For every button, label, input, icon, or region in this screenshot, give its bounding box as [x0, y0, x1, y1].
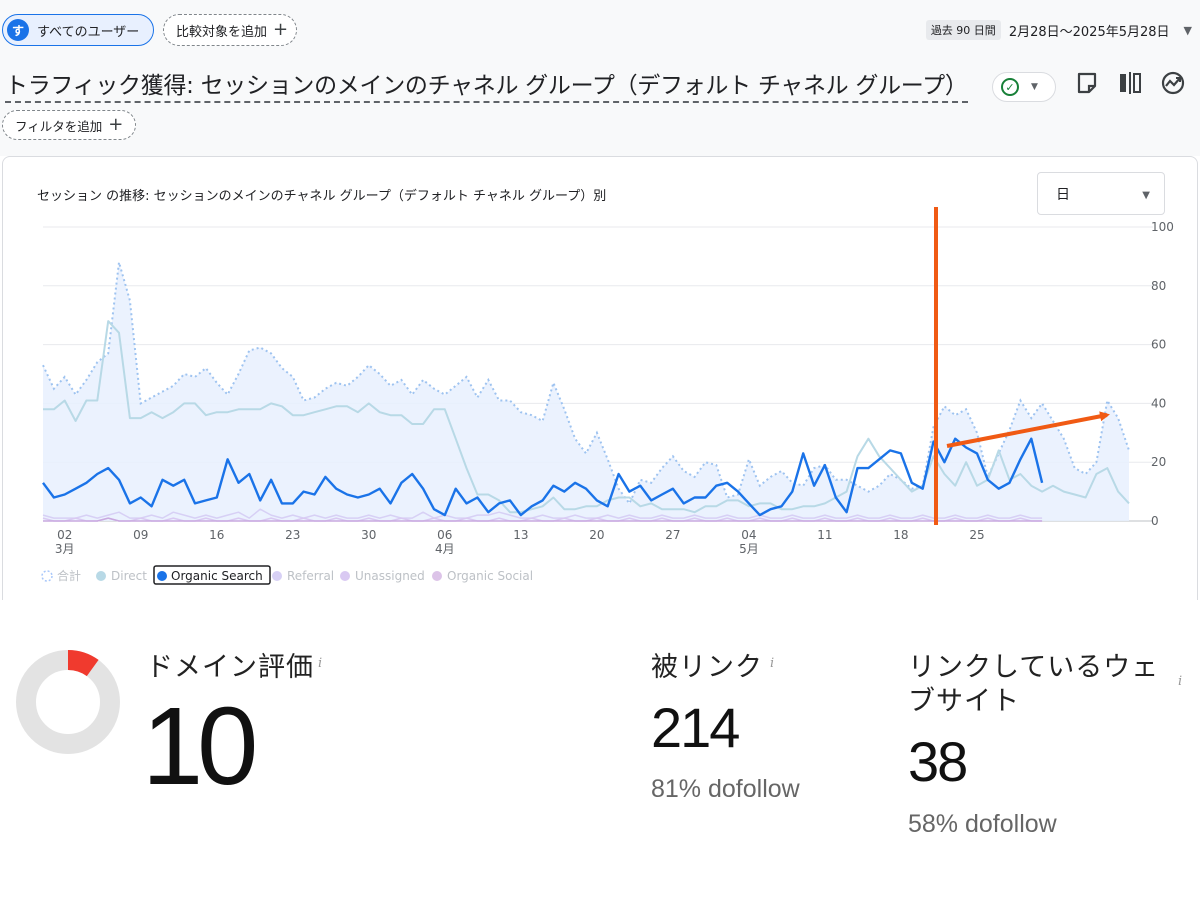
plus-icon: + [273, 19, 289, 40]
report-header: トラフィック獲得: セッションのメインのチャネル グループ（デフォルト チャネル… [0, 52, 1200, 156]
referring-domains-dofollow: 58% dofollow [908, 810, 1057, 838]
note-icon[interactable] [1074, 70, 1100, 96]
legend-dot [157, 571, 167, 581]
referring-domains-label-line1: リンクしているウェ [908, 652, 1160, 682]
compare-columns-icon[interactable] [1117, 70, 1143, 96]
domain-rating-value: 10 [142, 685, 258, 808]
x-tick-label: 27 [665, 528, 680, 542]
backlinks-dofollow: 81% dofollow [651, 775, 800, 803]
x-tick-label: 20 [589, 528, 604, 542]
legend-dot [432, 571, 442, 581]
x-tick-label: 18 [893, 528, 908, 542]
gauge-track [16, 650, 120, 754]
chart-title: セッション の推移: セッションのメインのチャネル グループ（デフォルト チャネ… [37, 189, 607, 204]
add-filter-label: フィルタを追加 [15, 118, 103, 134]
x-tick-month-label: 3月 [55, 542, 75, 556]
x-tick-label: 09 [133, 528, 148, 542]
domain-rating-gauge [16, 650, 120, 754]
x-tick-label: 11 [817, 528, 832, 542]
legend-label: 合計 [57, 568, 81, 583]
backlinks-label: 被リンク [651, 652, 763, 682]
backlink-metrics: ドメイン評価 i 10 被リンク i 214 81% dofollow リンクし… [0, 600, 1200, 900]
caret-down-icon: ▼ [1142, 190, 1150, 201]
y-tick-label: 100 [1151, 220, 1174, 234]
series-line-organic-social [43, 517, 1043, 522]
x-tick-label: 16 [209, 528, 224, 542]
domain-rating-label: ドメイン評価 [146, 652, 314, 682]
x-tick-month-label: 4月 [435, 542, 455, 556]
series-area-total [43, 262, 1129, 521]
x-tick-label: 04 [741, 528, 756, 542]
legend-dot [340, 571, 350, 581]
info-icon[interactable]: i [770, 656, 775, 671]
period-select[interactable]: 日 ▼ [1037, 172, 1165, 215]
add-comparison-button[interactable]: 比較対象を追加 + [163, 14, 297, 46]
add-comparison-label: 比較対象を追加 [176, 24, 268, 40]
date-range-picker[interactable]: 過去 90 日間 2月28日〜2025年5月28日 ▼ [925, 20, 1192, 40]
info-icon[interactable]: i [318, 656, 323, 671]
x-tick-label: 23 [285, 528, 300, 542]
y-tick-label: 0 [1151, 514, 1159, 528]
x-tick-label: 13 [513, 528, 528, 542]
plus-icon: + [108, 114, 124, 135]
all-users-chip[interactable]: す すべてのユーザー [2, 14, 154, 46]
legend-label: Direct [111, 569, 147, 583]
y-tick-label: 60 [1151, 338, 1166, 352]
status-check-icon: ✓ [1001, 78, 1019, 96]
x-tick-label: 06 [437, 528, 452, 542]
caret-down-icon: ▼ [1031, 82, 1038, 92]
period-select-value: 日 [1056, 186, 1070, 203]
referring-domains-label-line2: ブサイト [908, 686, 1020, 716]
user-avatar: す [7, 19, 29, 41]
legend-label: Organic Social [447, 569, 533, 583]
report-status-button[interactable]: ✓ ▼ [992, 72, 1056, 102]
all-users-label: すべてのユーザー [37, 24, 140, 40]
x-tick-label: 30 [361, 528, 376, 542]
add-filter-button[interactable]: フィルタを追加 + [2, 110, 136, 140]
series-line-direct [43, 320, 1130, 514]
y-tick-label: 20 [1151, 455, 1166, 469]
x-tick-label: 25 [969, 528, 984, 542]
backlinks-value: 214 [651, 696, 740, 759]
legend-label: Unassigned [355, 569, 425, 583]
referring-domains-value: 38 [908, 730, 968, 793]
top-bar: す すべてのユーザー 比較対象を追加 + 過去 90 日間 2月28日〜2025… [0, 0, 1200, 52]
x-tick-month-label: 5月 [739, 542, 759, 556]
series-line-organic-search [42, 437, 1044, 517]
legend-dot [272, 571, 282, 581]
chart-card: セッション の推移: セッションのメインのチャネル グループ（デフォルト チャネ… [2, 156, 1198, 600]
y-tick-label: 80 [1151, 279, 1166, 293]
chevron-down-icon: ▼ [1183, 23, 1192, 37]
legend-dot [96, 571, 106, 581]
legend-label: Organic Search [171, 569, 263, 583]
page-title[interactable]: トラフィック獲得: セッションのメインのチャネル グループ（デフォルト チャネル… [5, 66, 968, 103]
gauge-fill [67, 650, 99, 677]
date-preset-badge: 過去 90 日間 [925, 20, 1001, 40]
info-icon[interactable]: i [1178, 674, 1183, 689]
legend-active-outline [153, 565, 271, 585]
y-tick-label: 40 [1151, 396, 1166, 410]
date-range-text: 2月28日〜2025年5月28日 [1008, 24, 1170, 40]
x-tick-label: 02 [57, 528, 72, 542]
legend-dot [41, 570, 53, 582]
insights-icon[interactable] [1160, 70, 1186, 96]
annotation-trend-arrow [946, 411, 1110, 448]
legend-label: Referral [287, 569, 334, 583]
series-line-referral [42, 508, 1043, 519]
